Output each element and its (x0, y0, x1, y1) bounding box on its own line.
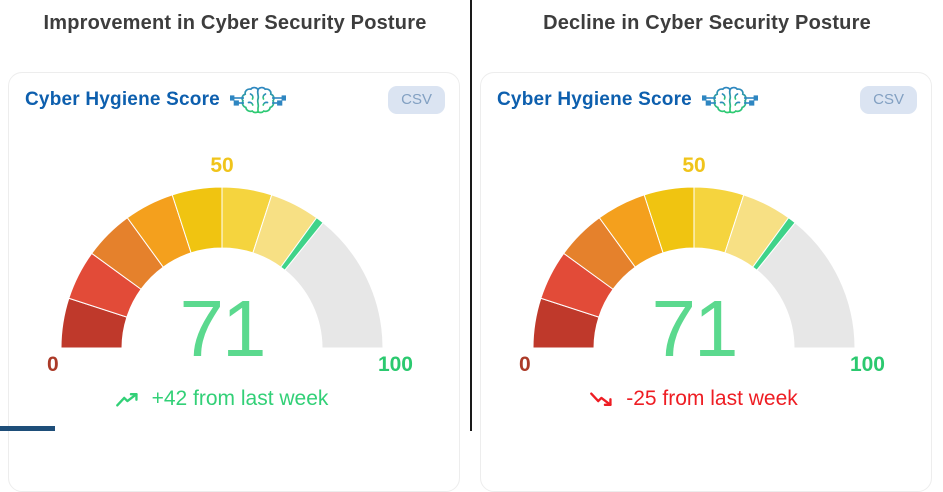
weekly-delta: +42 from last week (57, 387, 387, 411)
gauge-arc (60, 186, 384, 349)
delta-text: -25 from last week (626, 387, 798, 410)
ai-brain-icon (229, 86, 286, 114)
card-header: Cyber Hygiene Score (9, 73, 459, 115)
card-heading: Cyber Hygiene Score (25, 89, 220, 110)
cyber-hygiene-card: Cyber Hygiene Score (8, 72, 460, 492)
trend-down-icon (590, 391, 612, 406)
cyber-hygiene-card: Cyber Hygiene Score CSV (480, 72, 932, 492)
panel-title: Improvement in Cyber Security Posture (43, 12, 427, 34)
gauge-tick-100: 100 (849, 353, 885, 376)
gauge-tick-50: 50 (682, 154, 706, 177)
ai-brain-icon (701, 86, 758, 114)
partially-visible-bar (0, 426, 55, 431)
panel-decline: Decline in Cyber Security Posture Cyber … (472, 0, 942, 492)
gauge-tick-0: 0 (47, 353, 59, 376)
weekly-delta: -25 from last week (529, 387, 859, 411)
trend-up-icon (115, 392, 138, 407)
gauge-tick-50: 50 (210, 154, 234, 177)
gauge-arc (532, 186, 856, 349)
gauge-value: 71 (179, 284, 267, 373)
csv-export-button[interactable]: CSV (388, 86, 445, 114)
panel-title: Decline in Cyber Security Posture (543, 12, 871, 34)
csv-export-button[interactable]: CSV (860, 86, 917, 114)
delta-text: +42 from last week (151, 387, 329, 410)
card-header: Cyber Hygiene Score CSV (481, 73, 931, 115)
gauge-tick-100: 100 (377, 353, 413, 376)
gauge-cyber-hygiene: 50 0 100 71 (519, 154, 885, 376)
panel-divider (470, 0, 472, 431)
gauge-value: 71 (651, 284, 739, 373)
gauge-cyber-hygiene: 50 0 100 71 (47, 154, 413, 376)
card-heading: Cyber Hygiene Score (497, 89, 692, 110)
panel-improvement: Improvement in Cyber Security Posture Cy… (0, 0, 470, 492)
gauge-tick-0: 0 (519, 353, 531, 376)
